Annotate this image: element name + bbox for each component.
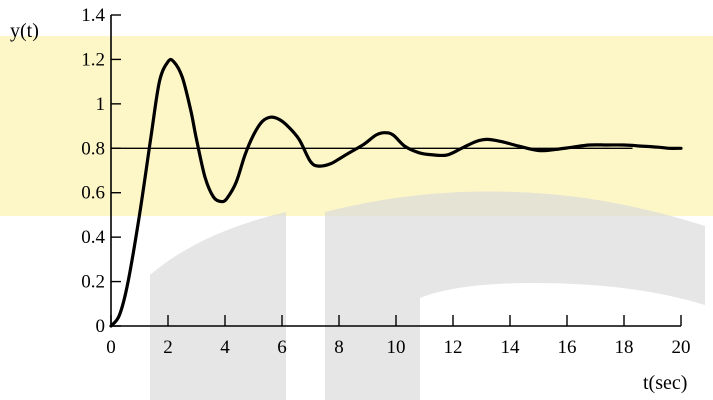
x-tick-label: 4 bbox=[220, 337, 230, 358]
x-tick-label: 14 bbox=[501, 337, 521, 358]
watermark-right-shape bbox=[325, 191, 705, 400]
x-tick-label: 18 bbox=[615, 337, 634, 358]
y-tick-label: 0.6 bbox=[81, 183, 105, 204]
x-tick-label: 0 bbox=[106, 337, 116, 358]
response-curve bbox=[109, 57, 683, 328]
y-axis-label: y(t) bbox=[10, 20, 39, 42]
y-ticks: 0 0.2 0.4 0.6 0.8 1 1.2 1.4 bbox=[81, 5, 121, 337]
y-tick-label: 1.2 bbox=[81, 49, 105, 70]
x-tick-label: 8 bbox=[334, 337, 344, 358]
x-tick-label: 6 bbox=[277, 337, 287, 358]
watermark-left-shape bbox=[150, 212, 286, 400]
x-tick-label: 10 bbox=[387, 337, 406, 358]
x-tick-label: 2 bbox=[163, 337, 173, 358]
x-tick-label: 16 bbox=[558, 337, 577, 358]
yellow-band-background bbox=[0, 36, 713, 216]
y-tick-label: 1.4 bbox=[81, 5, 105, 26]
x-tick-label: 12 bbox=[444, 337, 463, 358]
x-axis-label: t(sec) bbox=[643, 372, 687, 394]
y-tick-label: 0.4 bbox=[81, 227, 105, 248]
x-ticks: 0 2 4 6 8 10 12 14 16 18 20 bbox=[106, 315, 691, 358]
y-tick-label: 1 bbox=[96, 94, 106, 115]
y-tick-label: 0.2 bbox=[81, 272, 105, 293]
y-tick-label: 0.8 bbox=[81, 138, 105, 159]
x-tick-label: 20 bbox=[672, 337, 691, 358]
watermark-logo bbox=[150, 191, 705, 400]
y-tick-label: 0 bbox=[96, 316, 106, 337]
